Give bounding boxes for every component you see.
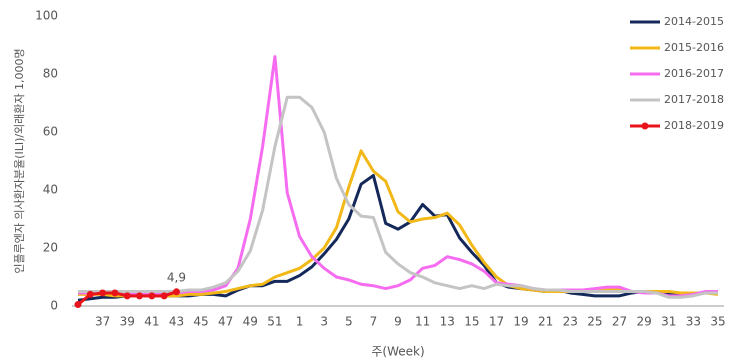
x-tick-label: 39 xyxy=(120,315,135,329)
x-tick-label: 23 xyxy=(563,315,578,329)
x-tick-label: 37 xyxy=(95,315,110,329)
legend-label: 2015-2016 xyxy=(664,41,724,54)
x-tick-label: 31 xyxy=(661,315,676,329)
x-tick-label: 49 xyxy=(243,315,258,329)
y-tick-label: 60 xyxy=(43,125,58,139)
x-tick-label: 17 xyxy=(489,315,504,329)
x-tick-label: 11 xyxy=(415,315,430,329)
x-tick-label: 13 xyxy=(440,315,455,329)
x-tick-label: 27 xyxy=(612,315,627,329)
point xyxy=(111,289,119,297)
point xyxy=(136,292,144,300)
x-tick-label: 35 xyxy=(710,315,725,329)
x-tick-label: 43 xyxy=(169,315,184,329)
legend-marker xyxy=(641,122,649,130)
point xyxy=(74,301,82,309)
x-tick-label: 5 xyxy=(345,315,353,329)
y-tick-label: 100 xyxy=(35,9,58,23)
x-tick-label: 15 xyxy=(464,315,479,329)
x-tick-label: 19 xyxy=(513,315,528,329)
x-tick-label: 45 xyxy=(193,315,208,329)
x-tick-label: 41 xyxy=(144,315,159,329)
y-tick-label: 40 xyxy=(43,183,58,197)
x-tick-label: 47 xyxy=(218,315,233,329)
x-tick-label: 7 xyxy=(370,315,378,329)
point xyxy=(172,288,180,296)
point xyxy=(123,292,131,300)
legend-label: 2018-2019 xyxy=(664,119,724,132)
point xyxy=(99,289,107,297)
x-tick-label: 21 xyxy=(538,315,553,329)
x-axis-label: 주(Week) xyxy=(371,345,424,359)
x-tick-label: 9 xyxy=(394,315,402,329)
y-tick-label: 80 xyxy=(43,67,58,81)
point xyxy=(160,292,168,300)
x-tick-label: 25 xyxy=(587,315,602,329)
legend-label: 2016-2017 xyxy=(664,67,724,80)
x-tick-label: 51 xyxy=(267,315,282,329)
point xyxy=(148,292,156,300)
y-tick-label: 0 xyxy=(50,299,58,313)
series-line xyxy=(78,95,718,299)
x-tick-label: 33 xyxy=(686,315,701,329)
legend-label: 2017-2018 xyxy=(664,93,724,106)
x-tick-label: 3 xyxy=(320,315,328,329)
y-axis-label: 인플루엔자 의사환자분율(ILI)/외래환자 1,000명 xyxy=(13,48,26,273)
point xyxy=(86,290,94,298)
value-label: 4,9 xyxy=(167,270,186,284)
series-line xyxy=(78,55,718,298)
x-tick-label: 29 xyxy=(637,315,652,329)
y-tick-label: 20 xyxy=(43,241,58,255)
legend-label: 2014-2015 xyxy=(664,15,724,28)
x-tick-label: 1 xyxy=(296,315,304,329)
